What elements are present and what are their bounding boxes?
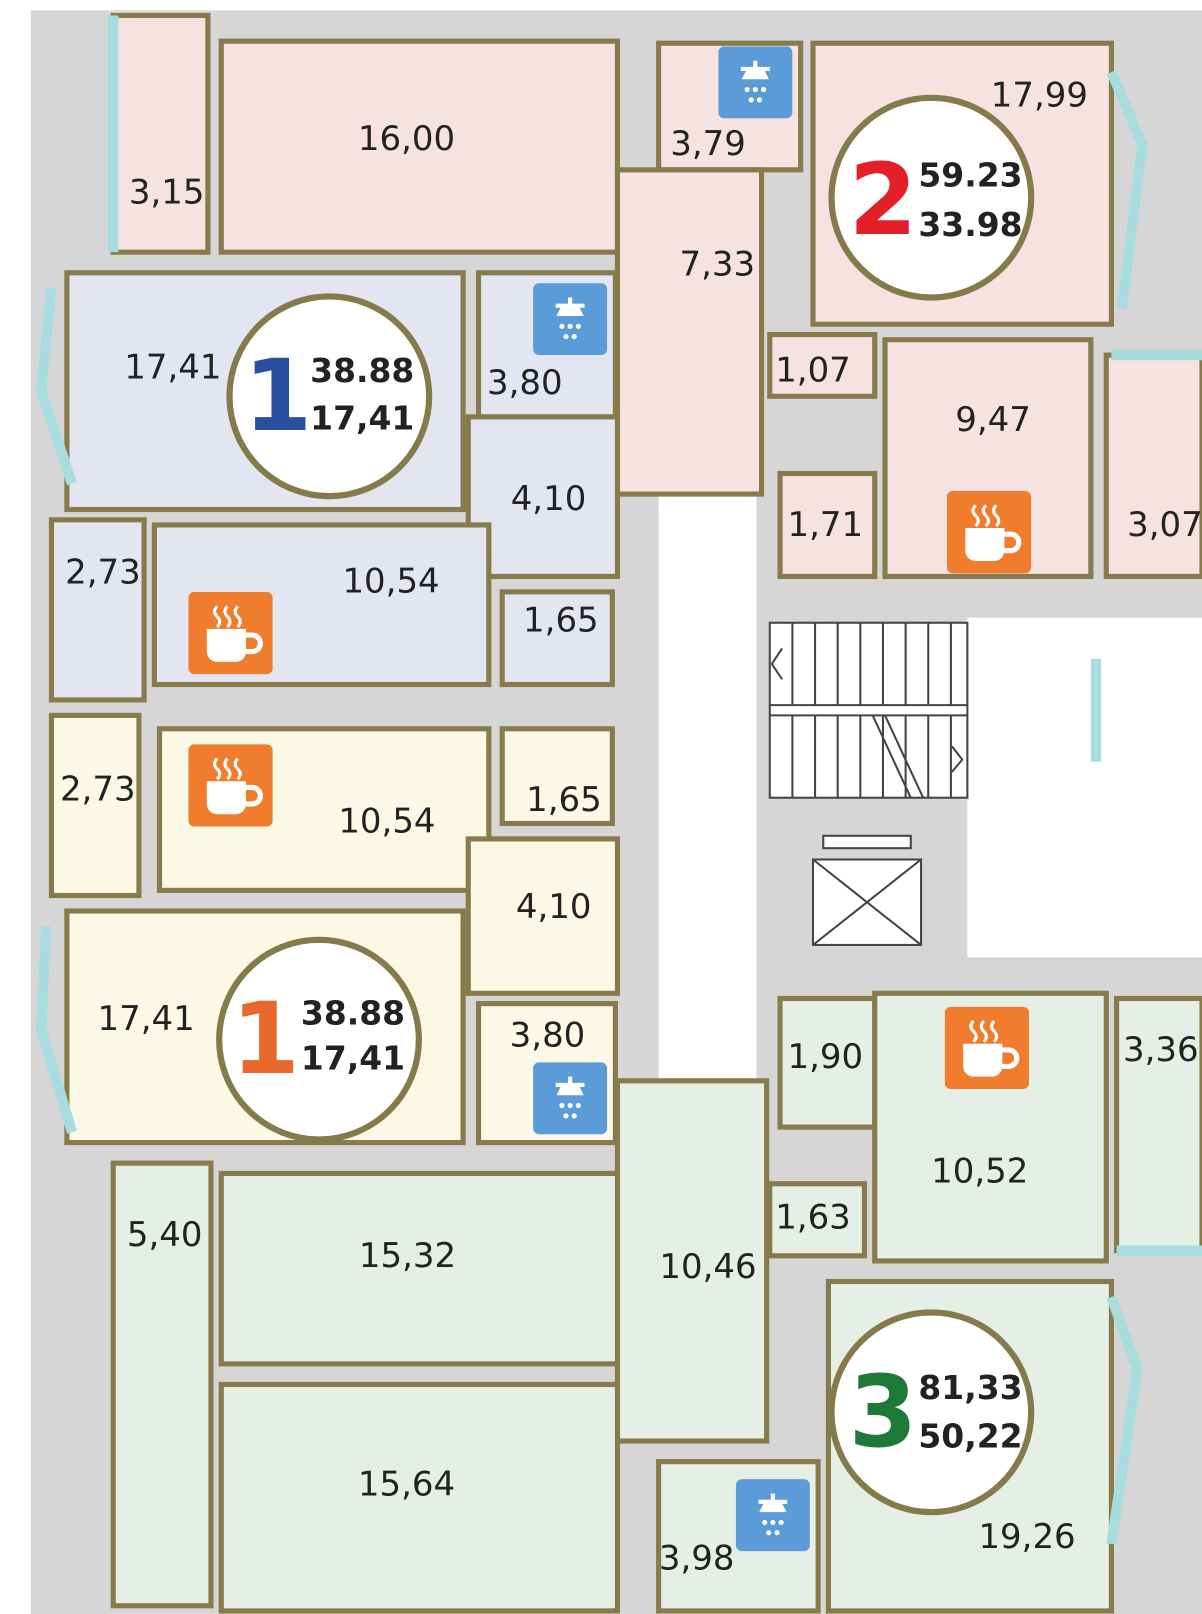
apartment-number: 1 <box>243 339 312 454</box>
room-area: 1,07 <box>775 351 851 391</box>
apartment-number: 3 <box>849 1355 918 1470</box>
room-area: 4,10 <box>511 479 587 519</box>
room-area: 5,40 <box>127 1215 203 1255</box>
room-area: 2,73 <box>60 769 136 809</box>
room-area: 16,00 <box>358 119 455 159</box>
room-area: 17,41 <box>98 999 195 1039</box>
room-area: 9,47 <box>955 400 1031 440</box>
total-area: 59.23 <box>918 155 1022 194</box>
room-area: 1,90 <box>788 1037 864 1077</box>
apartment-badge: 1 38.88 17,41 <box>226 293 433 500</box>
room-area: 3,36 <box>1123 1030 1199 1070</box>
room-area: 10,54 <box>338 801 435 841</box>
living-area: 17,41 <box>310 398 414 437</box>
living-area: 17,41 <box>301 1039 405 1078</box>
corridor <box>967 617 1202 958</box>
room-area: 1,63 <box>775 1198 851 1238</box>
room-area: 1,65 <box>526 780 602 820</box>
room-area: 7,33 <box>679 245 755 285</box>
room-area: 15,64 <box>358 1464 455 1504</box>
balconies <box>35 15 1202 1545</box>
apartment-number: 2 <box>849 143 918 258</box>
room-area: 4,10 <box>516 887 592 927</box>
room-area: 1,71 <box>788 505 864 545</box>
corridor <box>658 494 757 1081</box>
stairs <box>768 621 969 799</box>
apartment-badge: 2 59.23 33.98 <box>828 94 1035 301</box>
room-area: 1,65 <box>523 601 599 641</box>
room-area: 10,54 <box>342 562 439 602</box>
room-labels: 16,00 3,15 3,79 7,33 17,99 1,07 9,47 1,7… <box>60 76 1202 1579</box>
total-area: 38.88 <box>310 351 414 390</box>
living-area: 33.98 <box>918 205 1022 244</box>
room-area: 2,73 <box>65 552 141 592</box>
apartment-badge: 1 38.88 17,41 <box>216 936 422 1143</box>
room-area: 3,79 <box>670 124 746 164</box>
elevator <box>811 834 923 946</box>
room-area: 3,80 <box>487 363 563 403</box>
room-area: 10,46 <box>659 1247 756 1287</box>
living-area: 50,22 <box>918 1416 1022 1455</box>
room-area: 3,15 <box>129 172 205 212</box>
total-area: 81,33 <box>918 1368 1022 1407</box>
apartment-badge: 3 81,33 50,22 <box>828 1309 1035 1516</box>
total-area: 38.88 <box>301 993 405 1032</box>
apartment-number: 1 <box>231 982 300 1097</box>
room-area: 19,26 <box>978 1517 1075 1557</box>
room-area: 3,07 <box>1127 505 1202 545</box>
room-area: 15,32 <box>359 1236 456 1276</box>
room-area: 17,41 <box>124 347 221 387</box>
room-area: 10,52 <box>931 1151 1028 1191</box>
room-area: 3,98 <box>659 1538 735 1578</box>
room-area: 17,99 <box>991 76 1088 116</box>
room-area: 3,80 <box>510 1016 586 1056</box>
